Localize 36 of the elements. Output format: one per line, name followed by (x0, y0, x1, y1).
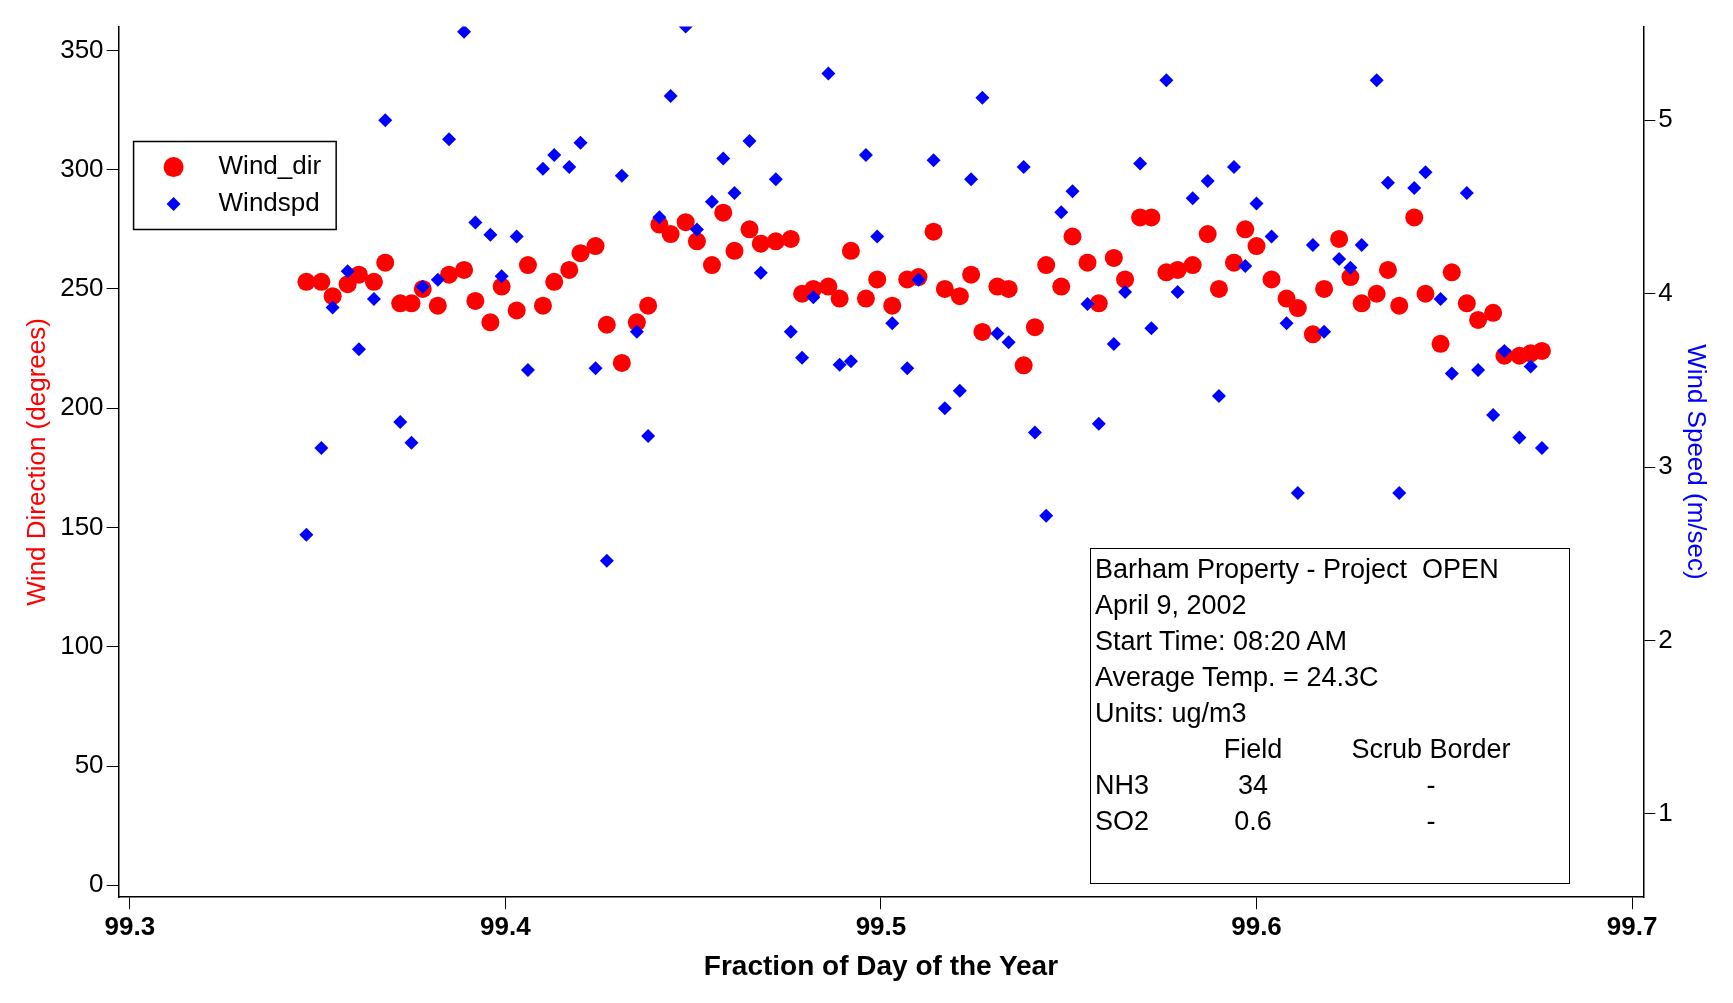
y2-tick-label: 3 (1658, 450, 1673, 481)
annotation: NH3 (1094, 769, 1150, 802)
annotation: Barham Property - Project OPEN (1095, 553, 1500, 586)
annotation: Units: ug/m3 (1095, 697, 1248, 730)
y-tick-label: 0 (89, 868, 104, 899)
y2-tick-label: 1 (1658, 797, 1673, 828)
y2-tick-label: 4 (1658, 276, 1673, 307)
y-tick-label: 350 (60, 33, 104, 64)
y2-tick-label: 2 (1658, 623, 1673, 654)
annotation: 0.6 (1233, 805, 1273, 838)
legend-label: Wind_dir (218, 150, 322, 181)
y-tick-label: 50 (74, 749, 104, 780)
annotation: Average Temp. = 24.3C (1095, 661, 1380, 694)
y2-axis-title: Wind Speed (m/sec) (1682, 344, 1713, 580)
annotation: SO2 (1094, 805, 1151, 838)
y2-tick-label: 5 (1658, 103, 1673, 134)
annotation: 34 (1236, 769, 1269, 802)
x-tick-label: 99.6 (1231, 910, 1282, 941)
x-tick-label: 99.5 (855, 910, 907, 941)
x-tick-label: 99.7 (1606, 910, 1658, 941)
annotation: - (1425, 805, 1437, 838)
legend-label: Windspd (218, 187, 320, 218)
annotation: Start Time: 08:20 AM (1095, 625, 1349, 658)
annotation: April 9, 2002 (1095, 589, 1248, 622)
annotation: - (1425, 769, 1437, 802)
y-tick-label: 250 (60, 272, 104, 303)
y-tick-label: 100 (60, 629, 104, 660)
x-axis-title: Fraction of Day of the Year (703, 949, 1059, 981)
annotation: Scrub Border (1350, 733, 1512, 766)
y-axis-title: Wind Direction (degrees) (20, 318, 51, 606)
y-tick-label: 200 (60, 391, 104, 422)
y-tick-label: 150 (60, 510, 104, 541)
y-tick-label: 300 (60, 152, 104, 183)
annotation: Field (1222, 733, 1284, 766)
x-tick-label: 99.3 (104, 910, 156, 941)
x-tick-label: 99.4 (480, 910, 532, 941)
